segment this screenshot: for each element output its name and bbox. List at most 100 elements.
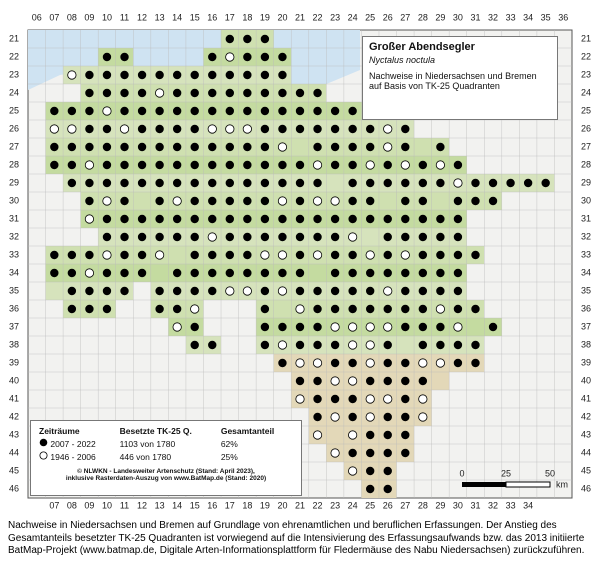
record-recent — [190, 106, 199, 116]
col-label-bottom: 10 — [102, 500, 112, 510]
record-recent — [137, 160, 147, 170]
col-label-bottom: 33 — [506, 500, 516, 510]
row-label-left: 46 — [9, 483, 19, 493]
row-label-right: 29 — [581, 177, 591, 187]
record-recent — [190, 196, 199, 206]
scale-label: 50 — [545, 468, 555, 478]
record-recent — [278, 232, 287, 242]
record-recent — [418, 376, 428, 386]
col-label-bottom: 34 — [523, 500, 533, 510]
record-recent — [401, 394, 410, 404]
record-recent — [488, 196, 498, 206]
record-recent — [453, 340, 463, 350]
record-recent — [348, 268, 357, 278]
record-recent — [260, 106, 270, 116]
col-label-top: 12 — [137, 12, 147, 22]
record-old — [418, 412, 428, 422]
record-recent — [453, 358, 463, 368]
col-label-top: 28 — [418, 12, 428, 22]
record-recent — [85, 70, 94, 80]
record-recent — [348, 358, 357, 368]
record-recent — [243, 160, 252, 170]
record-old — [260, 250, 270, 260]
record-recent — [260, 322, 270, 332]
record-old — [225, 286, 235, 296]
record-recent — [401, 232, 410, 242]
scale-unit: km — [556, 479, 568, 489]
record-recent — [155, 124, 164, 134]
record-recent — [278, 106, 287, 116]
record-recent — [190, 178, 199, 188]
record-recent — [471, 358, 480, 368]
row-label-right: 33 — [581, 249, 591, 259]
row-label-left: 33 — [9, 249, 19, 259]
record-recent — [295, 106, 305, 116]
record-recent — [295, 88, 305, 98]
record-recent — [330, 250, 340, 260]
record-recent — [383, 430, 392, 440]
record-recent — [488, 322, 498, 332]
record-recent — [313, 214, 322, 224]
record-recent — [313, 322, 322, 332]
row-label-left: 31 — [9, 213, 19, 223]
col-label-top: 17 — [225, 12, 235, 22]
record-recent — [120, 178, 129, 188]
record-recent — [225, 70, 235, 80]
record-recent — [348, 250, 357, 260]
record-recent — [155, 178, 164, 188]
record-recent — [85, 286, 94, 296]
record-recent — [401, 322, 410, 332]
record-recent — [243, 70, 252, 80]
record-recent — [365, 466, 375, 476]
record-recent — [137, 106, 147, 116]
record-recent — [172, 88, 182, 98]
record-recent — [172, 142, 182, 152]
record-recent — [172, 160, 182, 170]
record-recent — [295, 250, 305, 260]
record-recent — [401, 376, 410, 386]
col-label-top: 25 — [365, 12, 375, 22]
record-recent — [418, 286, 428, 296]
record-recent — [383, 358, 392, 368]
col-label-bottom: 22 — [313, 500, 323, 510]
record-old — [348, 376, 358, 386]
row-label-left: 23 — [9, 69, 19, 79]
record-recent — [541, 178, 550, 188]
record-recent — [155, 106, 164, 116]
record-recent — [313, 178, 322, 188]
record-recent — [365, 448, 375, 458]
period-text: 1946 - 2006 — [50, 452, 96, 462]
col-label-bottom: 15 — [190, 500, 200, 510]
row-label-left: 40 — [9, 375, 19, 385]
record-recent — [243, 142, 252, 152]
row-label-left: 42 — [9, 411, 19, 421]
record-recent — [436, 340, 445, 350]
record-recent — [260, 232, 270, 242]
record-recent — [383, 268, 392, 278]
record-recent — [260, 70, 270, 80]
record-recent — [418, 322, 428, 332]
record-recent — [383, 178, 392, 188]
description: Nachweise in Niedersachsen und Bremen au… — [369, 71, 537, 91]
record-recent — [436, 178, 445, 188]
record-recent — [295, 286, 305, 296]
record-recent — [85, 196, 94, 206]
record-old — [453, 178, 463, 188]
record-recent — [330, 358, 340, 368]
record-recent — [67, 160, 77, 170]
record-recent — [401, 196, 410, 206]
record-recent — [401, 142, 410, 152]
record-recent — [190, 250, 199, 260]
record-recent — [260, 88, 270, 98]
row-label-right: 28 — [581, 159, 591, 169]
record-recent — [383, 214, 392, 224]
record-recent — [208, 52, 217, 62]
dots — [49, 34, 550, 494]
row-label-right: 21 — [581, 33, 591, 43]
record-recent — [102, 268, 112, 278]
record-recent — [225, 178, 235, 188]
record-recent — [137, 178, 147, 188]
record-recent — [365, 484, 375, 494]
record-old — [225, 124, 235, 134]
col-label-bottom: 32 — [488, 500, 498, 510]
